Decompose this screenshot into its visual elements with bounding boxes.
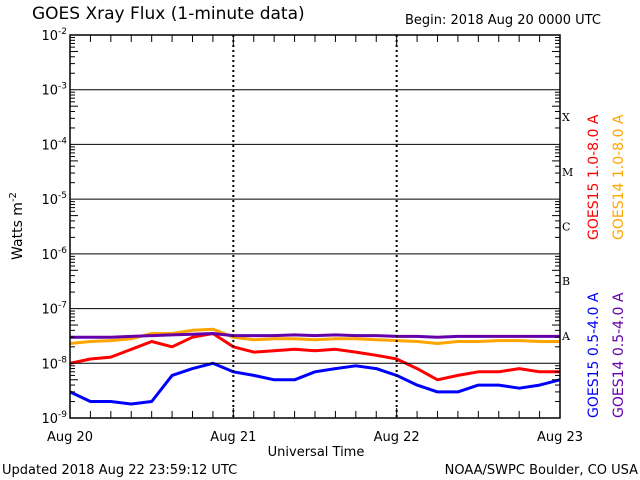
y-tick-label: 10-6 bbox=[41, 246, 67, 263]
flare-class-label: X bbox=[562, 111, 570, 124]
flare-class-label: M bbox=[562, 166, 573, 179]
y-tick-label: 10-3 bbox=[41, 82, 67, 99]
chart-title: GOES Xray Flux (1-minute data) bbox=[32, 4, 305, 24]
legend-entry: GOES15 1.0-8.0 A bbox=[586, 114, 602, 240]
x-tick-label: Aug 23 bbox=[537, 430, 583, 445]
series-line-3 bbox=[70, 332, 560, 339]
x-tick-label: Aug 20 bbox=[47, 430, 93, 445]
y-tick-label: 10-9 bbox=[41, 410, 67, 427]
begin-label: Begin: 2018 Aug 20 0000 UTC bbox=[405, 13, 601, 28]
legend-entry: GOES15 0.5-4.0 A bbox=[586, 292, 602, 418]
legend-entry: GOES14 1.0-8.0 A bbox=[611, 114, 627, 240]
series-line-0 bbox=[69, 332, 560, 382]
x-axis-label: Universal Time bbox=[268, 445, 365, 460]
x-tick-label: Aug 21 bbox=[210, 430, 256, 445]
series-line-2 bbox=[69, 361, 561, 406]
updated-label: Updated 2018 Aug 22 23:59:12 UTC bbox=[2, 463, 237, 478]
y-tick-label: 10-7 bbox=[41, 301, 67, 318]
legend-entry: GOES14 0.5-4.0 A bbox=[611, 292, 627, 418]
y-tick-label: 10-4 bbox=[41, 136, 67, 153]
flare-class-label: B bbox=[562, 275, 570, 288]
y-axis-label: Watts m-2 bbox=[8, 192, 26, 260]
y-tick-label: 10-8 bbox=[41, 355, 67, 372]
x-tick-label: Aug 22 bbox=[374, 430, 420, 445]
series-line-1 bbox=[69, 327, 560, 345]
flare-class-label: C bbox=[562, 221, 570, 234]
credit-label: NOAA/SWPC Boulder, CO USA bbox=[445, 463, 638, 478]
plot-frame bbox=[69, 34, 561, 419]
flare-class-label: A bbox=[561, 330, 571, 343]
y-tick-label: 10-2 bbox=[41, 27, 67, 44]
y-tick-label: 10-5 bbox=[41, 191, 67, 208]
